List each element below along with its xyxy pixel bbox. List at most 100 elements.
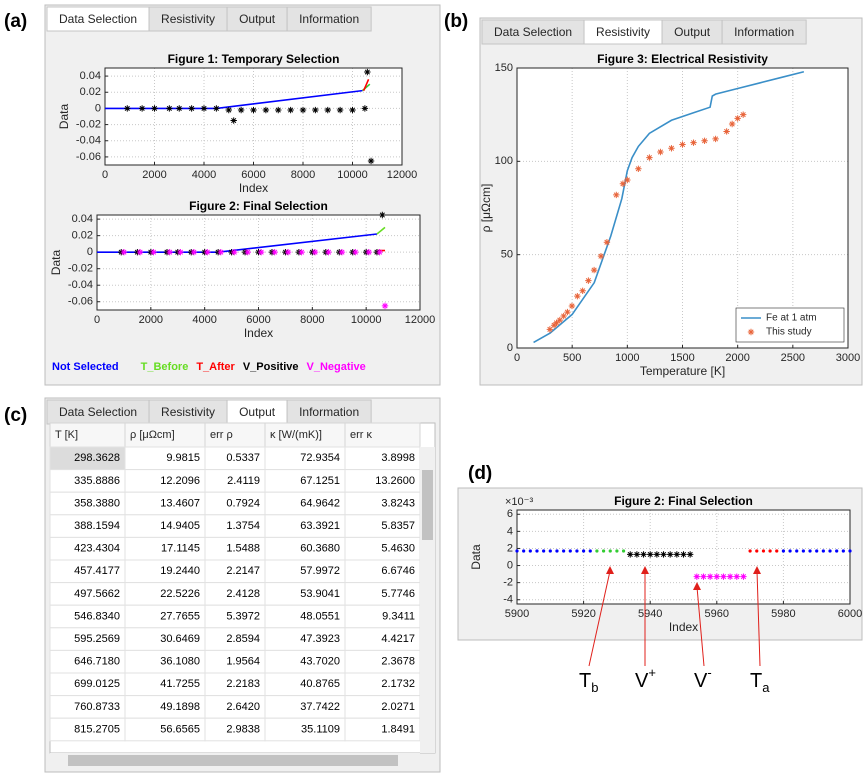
tab-bg bbox=[721, 19, 807, 45]
annotation-script: - bbox=[707, 665, 711, 680]
tab[interactable]: Information bbox=[286, 399, 372, 425]
y-tick-label: 150 bbox=[495, 62, 513, 74]
marker-star bbox=[204, 248, 211, 256]
marker-star bbox=[138, 105, 146, 112]
y-axis-label: Data bbox=[49, 250, 63, 276]
tab-bg bbox=[583, 19, 663, 45]
cell-text: 41.7255 bbox=[160, 678, 200, 690]
annotation-arrow bbox=[696, 586, 705, 667]
cell-text: 497.5662 bbox=[74, 588, 120, 600]
marker-star bbox=[734, 115, 741, 122]
tab[interactable]: Data Selection bbox=[481, 19, 585, 45]
annotation-script: a bbox=[762, 680, 770, 695]
tab-label: Information bbox=[299, 405, 359, 419]
tab[interactable]: Resistivity bbox=[148, 6, 228, 32]
cell-text: 64.9642 bbox=[300, 497, 340, 509]
y-tick-label: 6 bbox=[507, 508, 513, 520]
cell-text: 48.0551 bbox=[300, 610, 340, 622]
tab-label: Information bbox=[734, 25, 794, 39]
tab[interactable]: Information bbox=[721, 19, 807, 45]
x-tick-label: 0 bbox=[102, 169, 108, 181]
x-tick-label: 2500 bbox=[781, 352, 805, 364]
cell-text: 2.2147 bbox=[226, 565, 260, 577]
cell-text: 56.6565 bbox=[160, 723, 200, 735]
marker-dot bbox=[621, 549, 626, 553]
marker-star bbox=[190, 248, 198, 256]
cell-text: 53.9041 bbox=[300, 588, 340, 600]
tab[interactable]: Data Selection bbox=[46, 399, 150, 425]
legend-entry: Fe at 1 atm bbox=[766, 313, 817, 324]
cell-text: 2.3678 bbox=[381, 656, 415, 668]
y-tick-label: 0.02 bbox=[80, 86, 101, 98]
marker-star bbox=[733, 573, 740, 580]
tab[interactable]: Output bbox=[661, 19, 723, 45]
marker-dot bbox=[601, 549, 606, 553]
marker-dot bbox=[768, 549, 772, 553]
y-tick-label: 50 bbox=[501, 249, 513, 261]
annotation: V- bbox=[694, 665, 712, 692]
marker-star bbox=[668, 145, 675, 152]
marker-star bbox=[349, 106, 356, 114]
tab[interactable]: Information bbox=[286, 6, 372, 32]
cell-text: 6.6746 bbox=[381, 565, 415, 577]
marker-star bbox=[574, 292, 581, 300]
marker-star bbox=[244, 248, 251, 256]
marker-dot bbox=[775, 549, 779, 553]
tab-bg bbox=[481, 19, 585, 45]
x-tick-label: 1500 bbox=[670, 352, 694, 364]
panel-label: (b) bbox=[444, 11, 468, 32]
marker-star bbox=[633, 551, 641, 558]
cell-text: 30.6469 bbox=[160, 633, 200, 645]
marker-star bbox=[325, 248, 332, 256]
marker-dot bbox=[748, 549, 752, 553]
cell-text: 37.7422 bbox=[300, 701, 340, 713]
marker-star bbox=[690, 139, 697, 146]
x-tick-label: 8000 bbox=[300, 314, 324, 326]
cell-text: 1.3754 bbox=[226, 520, 260, 532]
marker-star bbox=[640, 551, 647, 558]
marker-star bbox=[723, 128, 730, 135]
tab[interactable]: Output bbox=[226, 6, 288, 32]
cell-text: 2.1732 bbox=[381, 678, 415, 690]
cell-text: 2.0271 bbox=[381, 701, 415, 713]
marker-dot bbox=[548, 549, 552, 553]
tab-bg bbox=[46, 6, 150, 32]
tab-label: Resistivity bbox=[596, 25, 650, 39]
marker-star bbox=[376, 248, 383, 256]
chart-title: Figure 3: Electrical Resistivity bbox=[597, 52, 768, 66]
marker-dot bbox=[522, 549, 526, 553]
legend-box bbox=[735, 307, 845, 343]
x-tick-label: 4000 bbox=[192, 169, 216, 181]
tab[interactable]: Output bbox=[226, 399, 288, 425]
marker-star bbox=[352, 248, 359, 256]
x-axis-label: Temperature [K] bbox=[640, 364, 725, 378]
marker-star bbox=[365, 248, 373, 256]
marker-star bbox=[564, 308, 571, 316]
cell-text: 699.0125 bbox=[74, 678, 120, 690]
tab[interactable]: Resistivity bbox=[148, 399, 228, 425]
axes-box bbox=[516, 509, 851, 605]
y-tick-label: -0.06 bbox=[76, 151, 101, 163]
cell-text: 2.4128 bbox=[226, 588, 260, 600]
cell-text: 2.6420 bbox=[226, 701, 260, 713]
x-tick-label: 8000 bbox=[291, 169, 315, 181]
chart-title: Figure 1: Temporary Selection bbox=[168, 52, 340, 66]
x-tick-label: 5940 bbox=[638, 608, 662, 620]
cell-text: 2.8594 bbox=[226, 633, 260, 645]
header-label: err κ bbox=[350, 429, 373, 441]
x-tick-label: 12000 bbox=[405, 314, 436, 326]
x-axis-label: Index bbox=[669, 620, 698, 634]
y-tick-label: 100 bbox=[495, 155, 513, 167]
marker-dot bbox=[575, 549, 579, 553]
annotation: Tb bbox=[579, 670, 598, 695]
tab[interactable]: Data Selection bbox=[46, 6, 150, 32]
marker-star bbox=[706, 573, 714, 580]
marker-dot bbox=[828, 549, 832, 553]
axes-box bbox=[104, 67, 403, 166]
chart-title: Figure 2: Final Selection bbox=[614, 494, 753, 508]
panel-label: (a) bbox=[4, 11, 27, 32]
cell-text: 388.1594 bbox=[74, 520, 120, 532]
header-cell bbox=[124, 422, 206, 448]
cell-text: 358.3880 bbox=[74, 497, 120, 509]
tab[interactable]: Resistivity bbox=[583, 19, 663, 45]
